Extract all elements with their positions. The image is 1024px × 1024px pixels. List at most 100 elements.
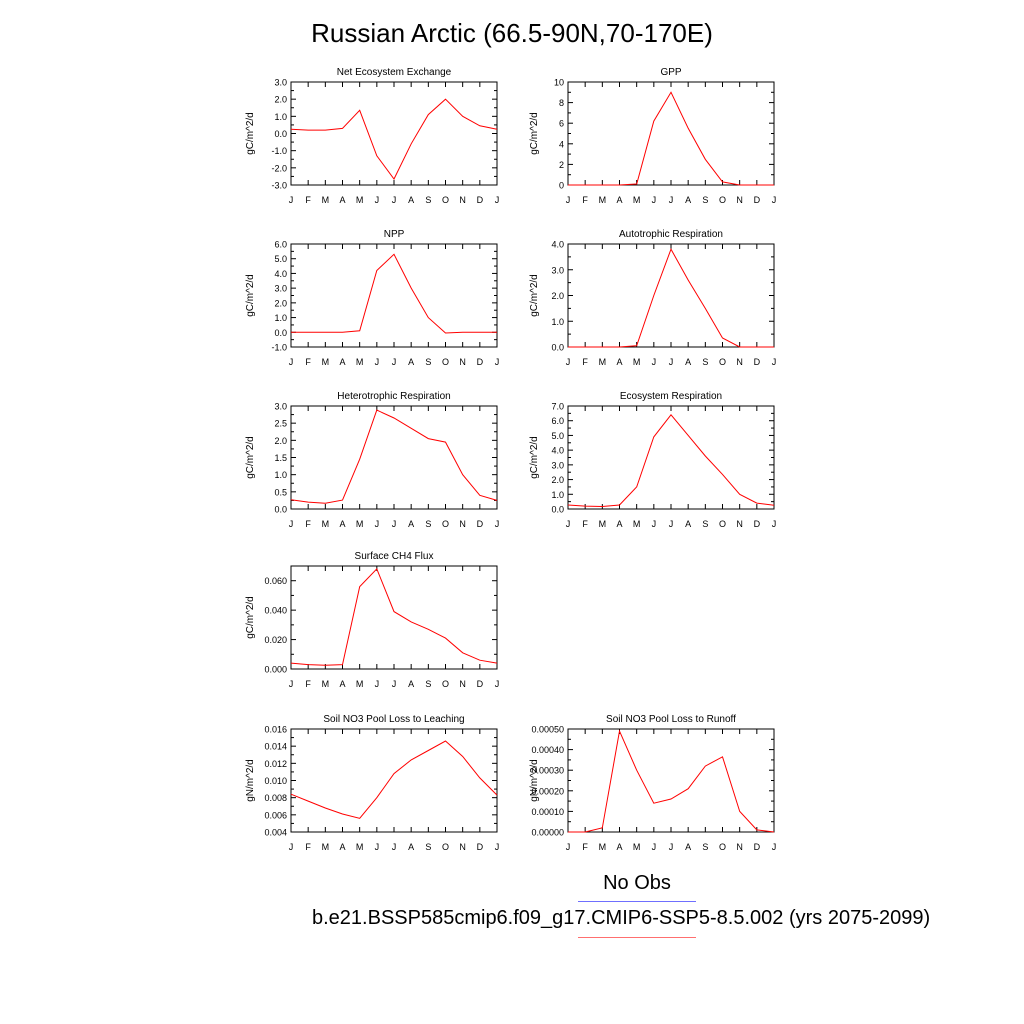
x-tick-label: J [772,357,777,367]
x-tick-label: J [289,357,294,367]
x-tick-label: M [633,195,641,205]
y-tick-label: 0.5 [274,487,287,497]
y-tick-label: 0.00040 [531,745,564,755]
plot-frame [290,405,498,510]
x-tick-label: S [702,519,708,529]
x-tick-label: N [459,842,466,852]
y-tick-label: 3.0 [551,460,564,470]
x-tick-label: O [442,679,449,689]
x-tick-label: J [566,195,571,205]
x-tick-label: N [736,357,743,367]
x-tick-label: J [392,519,397,529]
x-tick-label: N [459,519,466,529]
x-tick-label: N [736,195,743,205]
x-tick-label: N [459,357,466,367]
x-tick-label: A [408,195,414,205]
y-tick-label: 6.0 [551,416,564,426]
x-tick-label: D [477,679,484,689]
x-tick-label: A [616,519,622,529]
x-tick-label: M [322,679,330,689]
y-tick-label: -1.0 [271,343,287,353]
y-tick-label: 1.0 [551,490,564,500]
x-tick-label: O [719,195,726,205]
y-tick-label: 0 [559,181,564,191]
legend-obs-label: No Obs [603,872,671,894]
x-tick-label: J [289,679,294,689]
y-tick-label: 3.0 [551,265,564,275]
x-tick-label: A [408,357,414,367]
y-tick-label: 1.5 [274,453,287,463]
y-axis-label: gC/m^2/d [245,596,256,639]
x-tick-label: S [702,195,708,205]
x-tick-label: J [566,519,571,529]
x-tick-label: S [425,195,431,205]
y-axis-label: gN/m^2/d [529,759,540,802]
plot-frame [567,243,775,348]
legend-obs-line [578,901,696,902]
y-tick-label: 5.0 [274,254,287,264]
x-tick-label: J [669,842,674,852]
x-tick-label: M [599,357,607,367]
x-tick-label: O [719,357,726,367]
x-tick-label: F [582,357,588,367]
y-tick-label: 0.0 [274,505,287,515]
plot-frame [290,81,498,186]
x-tick-label: M [356,357,364,367]
x-tick-label: O [719,519,726,529]
x-tick-label: J [289,842,294,852]
x-tick-label: J [375,679,380,689]
x-tick-label: A [685,519,691,529]
x-tick-label: O [442,195,449,205]
x-tick-label: F [305,842,311,852]
y-tick-label: 2 [559,160,564,170]
x-tick-label: J [375,842,380,852]
x-tick-label: J [652,357,657,367]
x-tick-label: O [442,842,449,852]
x-tick-label: M [356,679,364,689]
x-tick-label: A [408,519,414,529]
y-tick-label: 8 [559,98,564,108]
y-tick-label: 0.0 [274,129,287,139]
x-tick-label: O [442,357,449,367]
y-tick-label: 0.060 [264,576,287,586]
x-tick-label: M [599,195,607,205]
x-tick-label: M [322,195,330,205]
series-line [290,740,498,819]
y-tick-label: 5.0 [551,431,564,441]
x-tick-label: F [305,519,311,529]
y-tick-label: 2.0 [551,475,564,485]
x-tick-label: M [356,195,364,205]
panel-title: Soil NO3 Pool Loss to Leaching [323,714,464,725]
x-tick-label: J [495,679,500,689]
y-tick-label: 4.0 [274,269,287,279]
plot-frame [290,728,498,833]
x-tick-label: S [702,842,708,852]
plot-frame [567,81,775,186]
series-line [567,414,775,508]
series-line [291,253,497,334]
series-line [568,91,774,186]
x-tick-label: O [719,842,726,852]
panel-title: Soil NO3 Pool Loss to Runoff [606,714,736,725]
panel-title: Heterotrophic Respiration [337,391,450,402]
x-tick-label: D [754,842,761,852]
x-tick-label: J [392,842,397,852]
x-tick-label: J [495,195,500,205]
y-tick-label: 0.004 [264,828,287,838]
y-tick-label: 0.0 [551,343,564,353]
x-tick-label: N [459,679,466,689]
y-tick-label: 2.0 [274,95,287,105]
x-tick-label: A [685,357,691,367]
y-axis-label: gC/m^2/d [245,436,256,479]
y-tick-label: 3.0 [274,284,287,294]
x-tick-label: J [652,842,657,852]
y-tick-label: 1.0 [274,112,287,122]
x-tick-label: M [322,842,330,852]
y-axis-label: gC/m^2/d [245,274,256,317]
plot-frame [567,405,775,510]
y-axis-label: gC/m^2/d [529,112,540,155]
